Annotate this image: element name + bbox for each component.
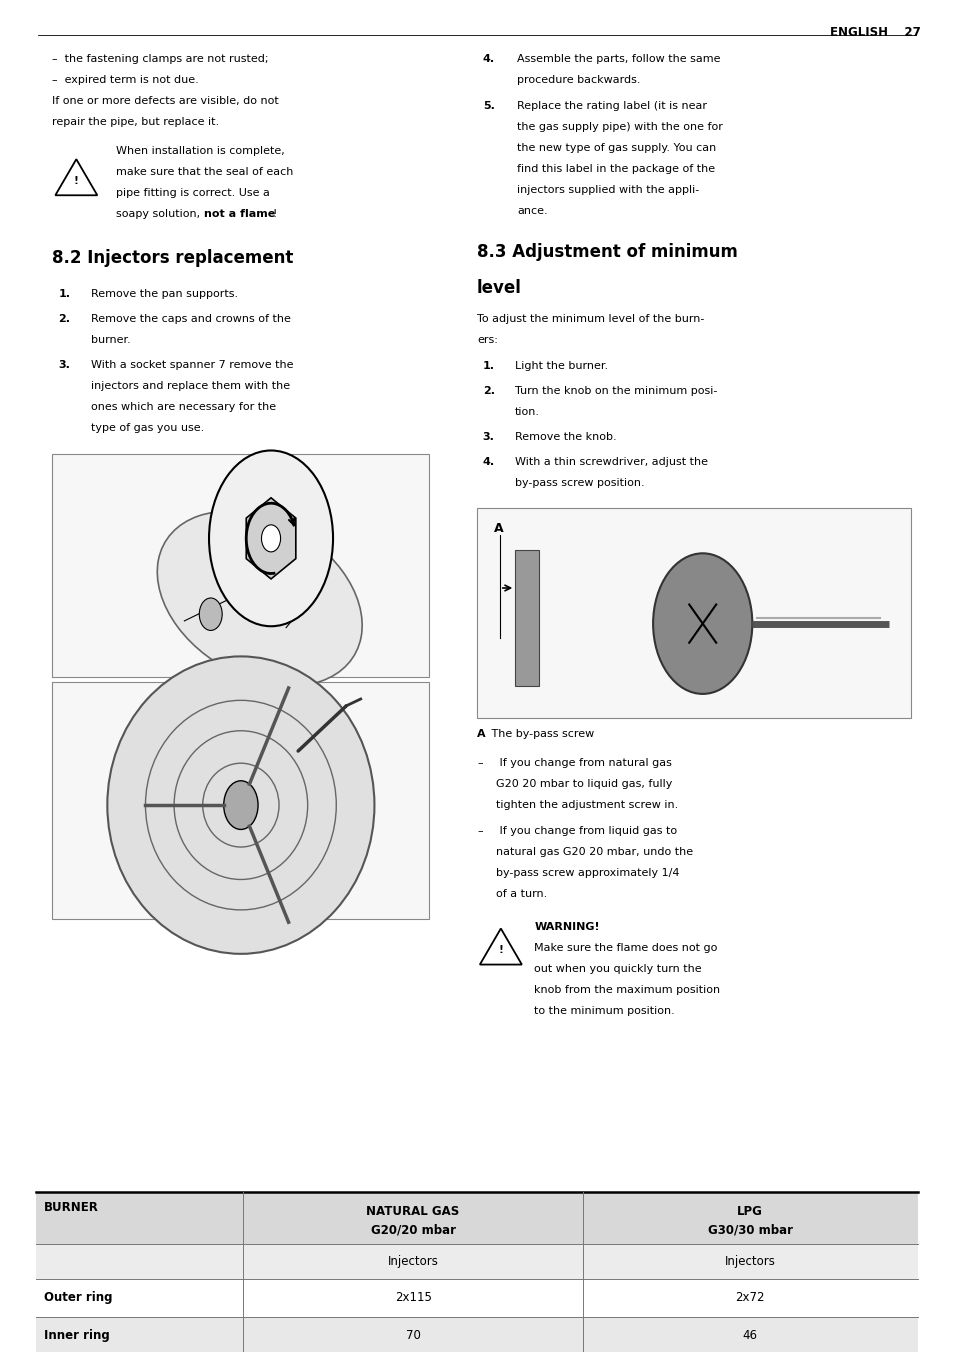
Text: LPG: LPG — [737, 1205, 762, 1218]
Text: With a socket spanner 7 remove the: With a socket spanner 7 remove the — [91, 360, 293, 370]
Text: Make sure the flame does not go: Make sure the flame does not go — [534, 942, 717, 953]
Text: If one or more defects are visible, do not: If one or more defects are visible, do n… — [52, 96, 279, 105]
Text: Outer ring: Outer ring — [44, 1291, 112, 1305]
Text: –: – — [476, 757, 482, 768]
Text: pipe fitting is correct. Use a: pipe fitting is correct. Use a — [116, 188, 270, 197]
Text: With a thin screwdriver, adjust the: With a thin screwdriver, adjust the — [515, 457, 707, 466]
Text: ance.: ance. — [517, 206, 547, 216]
Text: Injectors: Injectors — [387, 1255, 438, 1268]
Text: Light the burner.: Light the burner. — [515, 361, 608, 370]
Text: 4.: 4. — [482, 54, 495, 64]
Text: knob from the maximum position: knob from the maximum position — [534, 984, 720, 995]
Bar — [36, 1244, 917, 1279]
Circle shape — [223, 780, 257, 829]
Circle shape — [199, 598, 222, 630]
Text: A: A — [494, 522, 503, 535]
Polygon shape — [246, 498, 295, 579]
Text: Remove the caps and crowns of the: Remove the caps and crowns of the — [91, 314, 291, 324]
Text: 5.: 5. — [482, 101, 494, 111]
Text: When installation is complete,: When installation is complete, — [116, 146, 285, 155]
Text: 46: 46 — [742, 1329, 757, 1343]
Bar — [515, 550, 538, 687]
Text: ers:: ers: — [476, 334, 497, 345]
Text: 3.: 3. — [58, 360, 70, 370]
Circle shape — [209, 450, 333, 626]
Bar — [52, 681, 429, 918]
Text: If you change from liquid gas to: If you change from liquid gas to — [496, 826, 677, 836]
Text: make sure that the seal of each: make sure that the seal of each — [116, 166, 294, 177]
Text: ones which are necessary for the: ones which are necessary for the — [91, 402, 275, 412]
Text: 1.: 1. — [482, 361, 495, 370]
Text: tighten the adjustment screw in.: tighten the adjustment screw in. — [496, 799, 678, 810]
Text: BURNER: BURNER — [44, 1201, 99, 1214]
Text: G30/30 mbar: G30/30 mbar — [707, 1224, 792, 1237]
Text: injectors supplied with the appli-: injectors supplied with the appli- — [517, 185, 699, 195]
Text: ENGLISH    27: ENGLISH 27 — [829, 26, 920, 39]
Text: level: level — [476, 279, 521, 296]
Text: WARNING!: WARNING! — [534, 922, 599, 932]
Bar — [36, 1317, 917, 1352]
Text: find this label in the package of the: find this label in the package of the — [517, 164, 715, 174]
Text: 1.: 1. — [58, 289, 71, 299]
Text: of a turn.: of a turn. — [496, 888, 547, 899]
Bar — [476, 508, 910, 718]
Text: burner.: burner. — [91, 335, 131, 345]
Text: NATURAL GAS: NATURAL GAS — [366, 1205, 459, 1218]
Bar — [36, 1279, 917, 1317]
Text: out when you quickly turn the: out when you quickly turn the — [534, 964, 701, 973]
Text: Turn the knob on the minimum posi-: Turn the knob on the minimum posi- — [515, 385, 717, 396]
Circle shape — [653, 553, 752, 694]
Circle shape — [261, 525, 280, 552]
Text: to the minimum position.: to the minimum position. — [534, 1006, 675, 1015]
Text: 8.3 Adjustment of minimum: 8.3 Adjustment of minimum — [476, 243, 737, 261]
Text: type of gas you use.: type of gas you use. — [91, 423, 204, 433]
Text: 3.: 3. — [482, 431, 494, 442]
Text: 4.: 4. — [482, 457, 495, 466]
Text: soapy solution,: soapy solution, — [116, 208, 204, 219]
Text: 2.: 2. — [58, 314, 71, 324]
Text: Assemble the parts, follow the same: Assemble the parts, follow the same — [517, 54, 720, 64]
Text: –  expired term is not due.: – expired term is not due. — [52, 76, 199, 85]
Text: by-pass screw approximately 1/4: by-pass screw approximately 1/4 — [496, 868, 679, 877]
Text: !: ! — [497, 945, 503, 956]
Text: 8.2 Injectors replacement: 8.2 Injectors replacement — [52, 249, 294, 266]
Text: 2.: 2. — [482, 385, 495, 396]
Text: If you change from natural gas: If you change from natural gas — [496, 757, 671, 768]
Text: –: – — [476, 826, 482, 836]
Text: A: A — [476, 729, 485, 738]
Bar — [52, 453, 429, 676]
Text: Inner ring: Inner ring — [44, 1329, 110, 1343]
Text: 2x115: 2x115 — [395, 1291, 431, 1305]
Text: procedure backwards.: procedure backwards. — [517, 76, 639, 85]
Ellipse shape — [107, 656, 374, 953]
Text: Remove the pan supports.: Remove the pan supports. — [91, 289, 237, 299]
Text: natural gas G20 20 mbar, undo the: natural gas G20 20 mbar, undo the — [496, 846, 693, 857]
Text: by-pass screw position.: by-pass screw position. — [515, 477, 644, 488]
Text: The by-pass screw: The by-pass screw — [488, 729, 594, 738]
Text: not a flame: not a flame — [204, 208, 275, 219]
Text: !: ! — [273, 208, 277, 219]
Text: tion.: tion. — [515, 407, 539, 416]
Text: Remove the knob.: Remove the knob. — [515, 431, 617, 442]
Text: To adjust the minimum level of the burn-: To adjust the minimum level of the burn- — [476, 314, 703, 323]
Text: the new type of gas supply. You can: the new type of gas supply. You can — [517, 143, 716, 153]
Text: Injectors: Injectors — [724, 1255, 775, 1268]
Text: G20/20 mbar: G20/20 mbar — [370, 1224, 456, 1237]
Text: –  the fastening clamps are not rusted;: – the fastening clamps are not rusted; — [52, 54, 269, 64]
Text: the gas supply pipe) with the one for: the gas supply pipe) with the one for — [517, 123, 722, 132]
Text: !: ! — [73, 176, 79, 187]
Text: G20 20 mbar to liquid gas, fully: G20 20 mbar to liquid gas, fully — [496, 779, 672, 788]
Text: 2x72: 2x72 — [735, 1291, 764, 1305]
Bar — [36, 1192, 917, 1244]
Text: injectors and replace them with the: injectors and replace them with the — [91, 381, 290, 391]
Text: 70: 70 — [405, 1329, 420, 1343]
Text: repair the pipe, but replace it.: repair the pipe, but replace it. — [52, 116, 219, 127]
Text: Replace the rating label (it is near: Replace the rating label (it is near — [517, 101, 706, 111]
Ellipse shape — [157, 511, 362, 685]
